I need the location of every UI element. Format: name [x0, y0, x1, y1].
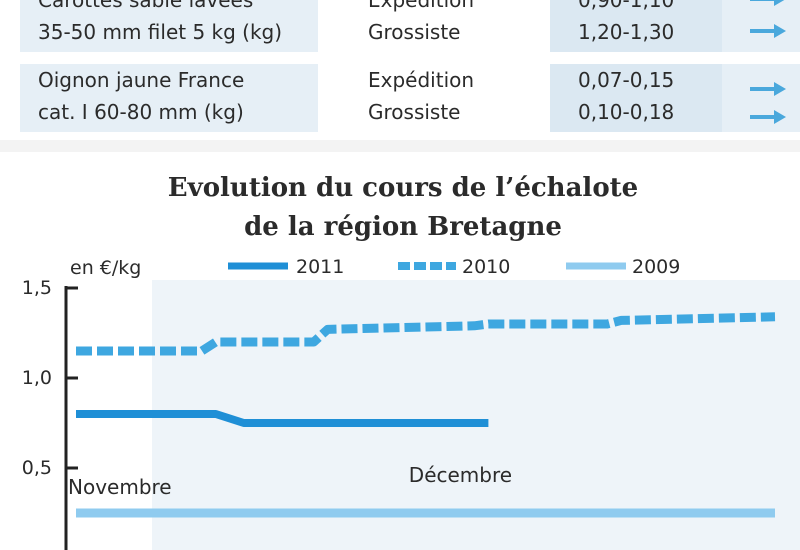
y-tick-label: 0,0	[22, 547, 52, 550]
y-axis: 0,0 0,5 1,0 1,5	[22, 277, 78, 550]
chart-title-line-1: Evolution du cours de l’échalote	[168, 173, 638, 203]
price-value: 1,20-1,30	[578, 20, 675, 44]
x-axis-labels: Novembre Décembre	[68, 463, 512, 499]
legend-label-2011: 2011	[296, 256, 344, 278]
stage-label: Grossiste	[368, 100, 461, 124]
product-spec: 35-50 mm filet 5 kg (kg)	[38, 20, 283, 44]
price-value: 0,90-1,10	[578, 0, 675, 12]
trend-cell	[722, 64, 800, 132]
price-cell: 0,90-1,10 1,20-1,30	[550, 0, 722, 52]
product-name: Oignon jaune France	[38, 68, 245, 92]
chart-title-line-2: de la région Bretagne	[244, 212, 562, 242]
stage-label: Expédition	[368, 0, 475, 12]
stage-label: Grossiste	[368, 20, 461, 44]
table-row: Oignon jaune France cat. I 60-80 mm (kg)…	[0, 64, 800, 132]
legend: 2011 2010 2009	[228, 256, 680, 278]
y-tick-label: 0,5	[22, 457, 52, 479]
right-arrow-icon	[750, 24, 786, 38]
legend-label-2010: 2010	[462, 256, 510, 278]
stage-cell: Expédition Grossiste	[318, 0, 550, 52]
series-line-2010	[76, 312, 776, 356]
right-arrow-icon	[750, 110, 786, 124]
product-cell: Carottes sable lavées 35-50 mm filet 5 k…	[20, 0, 318, 52]
x-axis-label: Décembre	[409, 463, 512, 487]
legend-label-2009: 2009	[632, 256, 680, 278]
separator-band	[0, 140, 800, 152]
y-tick-label: 1,0	[22, 367, 52, 389]
right-arrow-icon	[750, 82, 786, 96]
stage-cell: Expédition Grossiste	[318, 64, 550, 132]
product-cell: Oignon jaune France cat. I 60-80 mm (kg)	[20, 64, 318, 132]
x-axis-label: Novembre	[68, 475, 172, 499]
table-row: Carottes sable lavées 35-50 mm filet 5 k…	[0, 0, 800, 52]
series-line-2011	[76, 410, 489, 427]
y-tick-label: 1,5	[22, 277, 52, 299]
price-value: 0,10-0,18	[578, 100, 675, 124]
y-axis-unit-label: en €/kg	[70, 257, 141, 279]
trend-cell	[722, 0, 800, 52]
product-name: Carottes sable lavées	[38, 0, 254, 12]
price-value: 0,07-0,15	[578, 68, 675, 92]
price-cell: 0,07-0,15 0,10-0,18	[550, 64, 722, 132]
product-spec: cat. I 60-80 mm (kg)	[38, 100, 244, 124]
series-layer	[76, 312, 776, 518]
price-table: Carottes sable lavées 35-50 mm filet 5 k…	[0, 0, 800, 140]
stage-label: Expédition	[368, 68, 475, 92]
right-arrow-icon	[750, 0, 785, 6]
chart: Evolution du cours de l’échalote de la r…	[22, 173, 800, 550]
